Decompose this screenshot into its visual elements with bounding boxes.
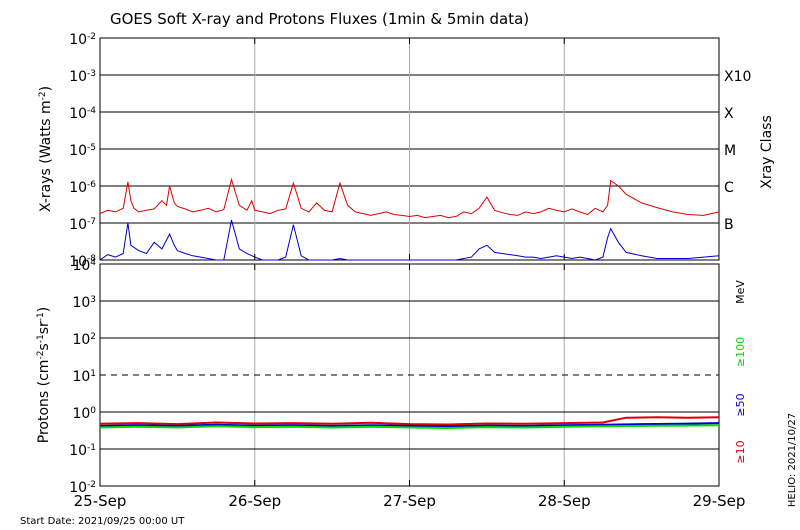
proton-y-tick-label: 100 — [72, 406, 96, 422]
xray-panel: 10-2 10-3 10-4 10-5 10-6 10-7 10-8 X-rays (Wat… — [38, 32, 775, 270]
proton-y-tick-label: 10-1 — [69, 443, 96, 459]
xray-class-labels: X10 X M C B — [724, 69, 751, 233]
xray-y-axis-label: X-rays (Watts m-2) — [38, 86, 54, 212]
xray-y-tick-label: 10-6 — [69, 180, 96, 196]
x-axis-tick-labels: 25-Sep 26-Sep 27-Sep 28-Sep 29-Sep — [74, 38, 746, 510]
xray-series-lines — [99, 177, 720, 261]
x-tick-label: 27-Sep — [383, 492, 436, 510]
proton-y-tick-label: 102 — [72, 332, 96, 348]
energy-unit-label: MeV — [734, 280, 747, 304]
credit-label: HELIO: 2021/10/27 — [787, 413, 798, 507]
x-tick-label: 25-Sep — [74, 492, 127, 510]
xray-class-axis-label: Xray Class — [759, 115, 775, 189]
xray-y-tick-label: 10-3 — [69, 69, 96, 85]
energy-channel-label: ≥50 — [734, 393, 747, 416]
x-tick-label: 26-Sep — [228, 492, 281, 510]
proton-series-lines — [99, 416, 720, 430]
xray-class-label: C — [724, 180, 734, 196]
xray-class-label: M — [724, 143, 736, 159]
start-date-label: Start Date: 2021/09/25 00:00 UT — [20, 516, 185, 527]
proton-y-tick-label: 101 — [72, 369, 96, 385]
xray-y-tick-label: 10-7 — [69, 217, 96, 233]
xray-y-tick-label: 10-5 — [69, 143, 96, 159]
proton-gridlines — [100, 264, 719, 486]
xray-y-tick-label: 10-8 — [69, 254, 96, 270]
proton-series-line — [99, 424, 720, 430]
xray-series-line — [99, 219, 720, 261]
xray-class-label: X10 — [724, 69, 751, 85]
proton-y-tick-label: 104 — [72, 258, 96, 274]
xray-class-label: X — [724, 106, 734, 122]
energy-channel-label: ≥100 — [734, 337, 747, 367]
proton-y-tick-label: 103 — [72, 295, 96, 311]
proton-y-tick-label: 10-2 — [69, 480, 96, 496]
energy-channel-label: ≥10 — [734, 440, 747, 463]
proton-series-line — [99, 422, 720, 428]
xray-y-tick-label: 10-4 — [69, 106, 96, 122]
proton-y-axis-label: Protons (cm-2s-1sr-1) — [36, 307, 52, 443]
proton-y-tick-labels: 104 103 102 101 100 10-1 10-2 — [69, 258, 96, 496]
xray-series-line — [99, 177, 720, 219]
x-tick-label: 28-Sep — [538, 492, 591, 510]
xray-y-tick-label: 10-2 — [69, 32, 96, 48]
proton-series-line — [99, 416, 720, 426]
x-tick-label: 29-Sep — [693, 492, 746, 510]
xray-gridlines — [100, 38, 719, 260]
xray-class-label: B — [724, 217, 734, 233]
energy-channel-labels: ≥100 ≥50 ≥10 — [734, 337, 747, 464]
proton-panel: 104 103 102 101 100 10-1 10-2 Protons (cm-2s-1… — [36, 258, 747, 496]
xray-y-tick-labels: 10-2 10-3 10-4 10-5 10-6 10-7 10-8 — [69, 32, 96, 270]
chart-title: GOES Soft X-ray and Protons Fluxes (1min… — [110, 10, 529, 28]
